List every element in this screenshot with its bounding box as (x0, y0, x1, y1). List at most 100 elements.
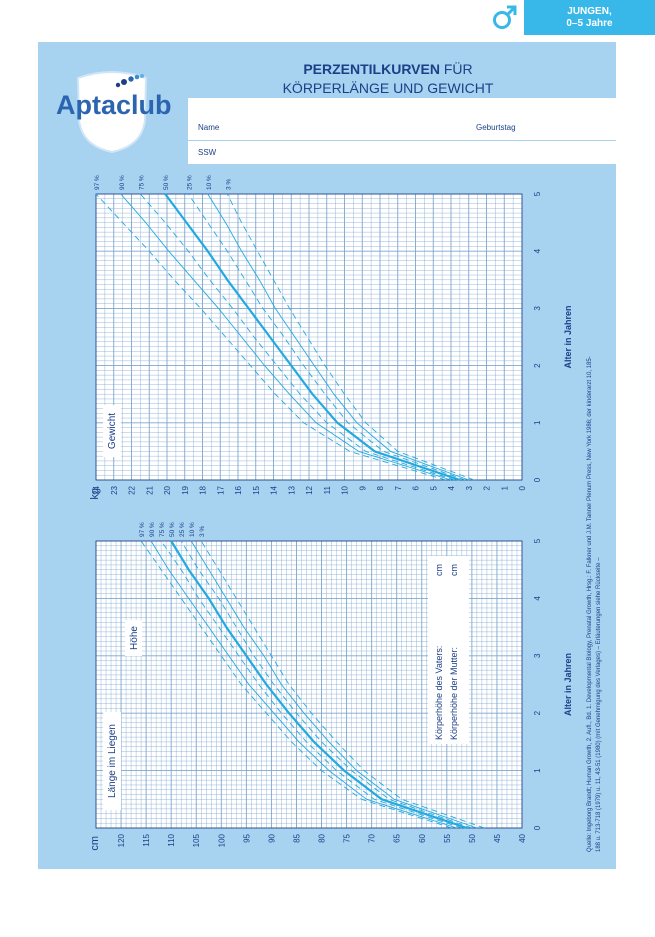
title-line-2: KÖRPERLÄNGE UND GEWICHT (282, 80, 494, 96)
y-tick-label: 7 (394, 485, 403, 490)
y-axis-label: kg (89, 488, 101, 500)
percentile-label: 97 % (94, 175, 101, 190)
percentile-curve-25-pct (187, 193, 466, 481)
percentile-curve-50-pct (170, 540, 468, 830)
x-tick-label: 1 (533, 420, 542, 425)
y-tick-label: 110 (167, 833, 176, 846)
percentile-curve-25-pct (180, 540, 473, 829)
percentile-label: 50 % (169, 522, 176, 537)
page-title: PERZENTILKURVEN FÜR KÖRPERLÄNGE UND GEWI… (238, 60, 538, 98)
label-liegen: Länge im Liegen (107, 724, 118, 798)
y-tick-label: 100 (217, 833, 226, 847)
percentile-curve-10-pct (207, 193, 469, 481)
x-tick-label: 1 (533, 768, 542, 773)
y-tick-label: 11 (323, 485, 332, 494)
name-label: Name (198, 123, 220, 132)
male-symbol-icon (493, 5, 517, 29)
height-chart: 4045505560657075808590951001051101151200… (89, 522, 573, 851)
y-tick-label: 18 (199, 485, 208, 494)
badge-line-1: JUNGEN, (567, 5, 612, 17)
birthday-label: Geburtstag (476, 123, 516, 132)
y-tick-label: 50 (468, 833, 477, 842)
plot-frame (95, 540, 523, 829)
y-tick-label: 19 (181, 485, 190, 494)
mother-height-unit: cm (449, 564, 459, 576)
mother-height-label: Körperhöhe der Mutter: (449, 647, 459, 740)
y-tick-label: 21 (145, 485, 154, 494)
y-tick-label: 13 (287, 485, 296, 494)
y-tick-label: 8 (376, 485, 385, 490)
y-tick-label: 80 (318, 833, 327, 842)
ssw-label: SSW (198, 148, 217, 157)
percentile-label: 90 % (149, 522, 156, 537)
y-tick-label: 90 (267, 833, 276, 842)
parent-fields-box (428, 556, 469, 744)
percentile-curve-97-pct (140, 540, 452, 829)
y-tick-label: 10 (341, 485, 350, 494)
percentile-label: 10 % (206, 175, 213, 190)
percentile-label: 75 % (159, 522, 166, 537)
logo-text: Aptaclub (56, 90, 172, 120)
percentile-label: 25 % (186, 175, 193, 190)
x-tick-label: 5 (533, 538, 542, 543)
y-tick-label: 5 (429, 485, 438, 490)
percentile-label: 3 % (199, 526, 206, 537)
y-tick-label: 1 (500, 485, 509, 490)
percentile-curve-3-pct (200, 540, 485, 829)
y-tick-label: 60 (418, 833, 427, 842)
y-tick-label: 70 (368, 833, 377, 842)
percentile-label: 97 % (139, 522, 146, 537)
title-bold: PERZENTILKURVEN (303, 61, 440, 77)
percentile-label: 75 % (138, 175, 145, 190)
x-tick-label: 4 (533, 596, 542, 601)
y-tick-label: 115 (142, 833, 151, 846)
y-tick-label: 95 (242, 833, 251, 842)
percentile-curve-75-pct (160, 540, 463, 829)
x-tick-label: 5 (533, 191, 542, 196)
y-tick-label: 3 (465, 485, 474, 490)
y-tick-label: 4 (447, 485, 456, 490)
x-tick-label: 3 (533, 653, 542, 658)
y-tick-label: 9 (358, 485, 367, 490)
x-tick-label: 0 (533, 825, 542, 830)
y-tick-label: 17 (216, 485, 225, 494)
percentile-curve-75-pct (140, 193, 455, 481)
aptaclub-logo: Aptaclub (52, 68, 182, 158)
age-group-badge: JUNGEN, 0–5 Jahre (524, 0, 655, 35)
x-tick-label: 4 (533, 248, 542, 253)
y-tick-label: 105 (192, 833, 201, 847)
y-tick-label: 120 (117, 833, 126, 847)
plot-frame (95, 193, 523, 481)
y-tick-label: 0 (518, 485, 527, 490)
x-tick-label: 0 (533, 477, 542, 482)
y-tick-label: 23 (110, 485, 119, 494)
label-gewicht: Gewicht (107, 413, 118, 449)
percentile-curve-90-pct (150, 540, 457, 829)
label-hoehe-box (125, 620, 142, 656)
label-gewicht-box (103, 405, 121, 457)
percentile-label: 50 % (163, 175, 170, 190)
y-tick-label: 45 (493, 833, 502, 842)
y-tick-label: 14 (270, 485, 279, 494)
patient-form: Name Geburtstag SSW (188, 98, 616, 164)
x-axis-label: Alter in Jahren (563, 653, 573, 716)
x-tick-label: 2 (533, 363, 542, 368)
percentile-curve-3-pct (226, 193, 475, 481)
y-tick-label: 75 (343, 833, 352, 842)
y-tick-label: 16 (234, 485, 243, 494)
y-tick-label: 12 (305, 485, 314, 494)
y-tick-label: 22 (128, 485, 137, 494)
percentile-label: 10 % (189, 522, 196, 537)
x-tick-label: 2 (533, 710, 542, 715)
y-tick-label: 40 (518, 833, 527, 842)
y-tick-label: 20 (163, 485, 172, 494)
y-tick-label: 24 (92, 485, 101, 494)
percentile-label: 25 % (179, 522, 186, 537)
x-tick-label: 3 (533, 306, 542, 311)
form-divider (188, 140, 616, 141)
title-rest: FÜR (443, 61, 473, 77)
source-text-line-1: Quelle: Ingeborg Brandt; Human Growth, 2… (587, 356, 593, 852)
percentile-curve-50-pct (164, 193, 461, 482)
father-height-label: Körperhöhe des Vaters: (434, 646, 444, 740)
y-tick-label: 65 (393, 833, 402, 842)
